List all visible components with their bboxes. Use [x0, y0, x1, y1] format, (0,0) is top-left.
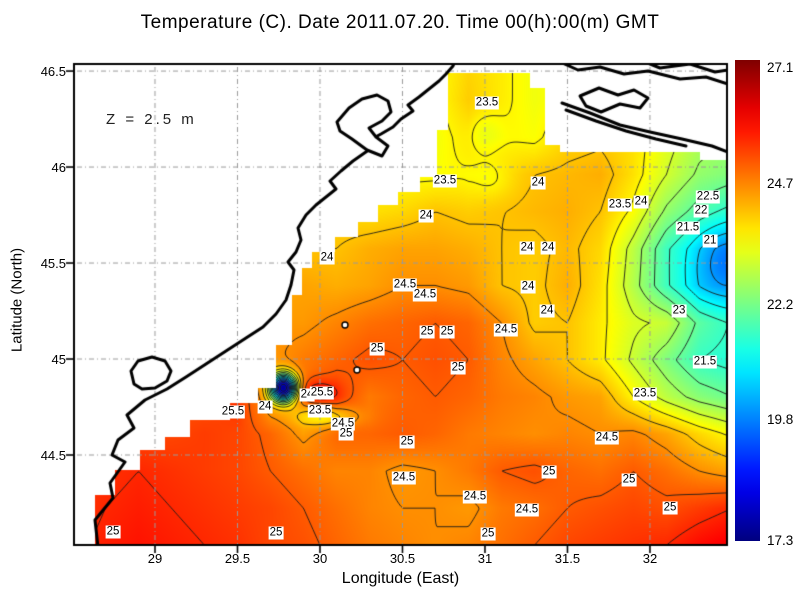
- colorbar-tick-label: 22.2: [767, 296, 794, 312]
- contour-label: 24: [530, 176, 546, 190]
- contour-label: 24: [418, 209, 434, 223]
- contour-label: 21.5: [692, 355, 718, 369]
- contour-label: 25.5: [309, 386, 335, 400]
- contour-label: 24: [539, 304, 555, 318]
- x-axis-tick-label: 30: [312, 551, 328, 566]
- contour-label: 25.5: [220, 405, 246, 419]
- contour-label: 25: [338, 427, 354, 441]
- contour-label: 24.5: [391, 471, 417, 485]
- contour-label: 23.5: [432, 174, 458, 188]
- contour-label: 23.5: [607, 198, 633, 212]
- x-axis-tick-label: 29.5: [224, 551, 251, 566]
- contour-label: 24.5: [412, 288, 438, 302]
- y-axis-tick-label: 46.5: [40, 64, 66, 80]
- contour-label: 25: [399, 435, 415, 449]
- x-axis-tick-label: 32: [642, 551, 658, 566]
- contour-label: 25: [541, 465, 557, 479]
- depth-label: Z = 2.5 m: [106, 111, 197, 128]
- y-axis-tick-label: 45: [51, 352, 66, 368]
- y-axis-tick-label: 46: [51, 160, 66, 176]
- x-axis-tick-label: 30.5: [389, 551, 416, 566]
- contour-label: 25: [268, 526, 284, 540]
- colorbar-tick-label: 24.7: [767, 175, 794, 191]
- contour-label: 24: [257, 400, 273, 414]
- contour-label: 24.5: [514, 503, 540, 517]
- colorbar-tick-label: 27.1: [767, 60, 794, 75]
- contour-label: 24.5: [462, 490, 488, 504]
- contour-label: 25: [662, 501, 678, 515]
- contour-label: 24: [540, 241, 556, 255]
- colorbar: [735, 60, 760, 541]
- contour-label: 22.5: [695, 190, 721, 204]
- contour-label: 24: [519, 241, 535, 255]
- x-axis-tick-label: 31: [477, 551, 493, 566]
- contour-label: 23.5: [474, 96, 500, 110]
- contour-label: 24: [520, 280, 536, 294]
- contour-label: 24.5: [594, 431, 620, 445]
- contour-label: 25: [105, 525, 121, 539]
- contour-label: 23.5: [632, 387, 658, 401]
- contour-label: 22: [693, 204, 709, 218]
- contour-label: 25: [480, 527, 496, 541]
- x-axis-tick-label: 31.5: [554, 551, 581, 566]
- contour-label: 21.5: [675, 221, 701, 235]
- contour-label: 24: [319, 251, 335, 265]
- contour-label: 23: [671, 304, 687, 318]
- contour-label: 24.5: [392, 278, 418, 292]
- contour-label: 25: [369, 342, 385, 356]
- contour-label: 25: [621, 473, 637, 487]
- colorbar-tick-label: 19.8: [767, 412, 794, 428]
- plot-title: Temperature (C). Date 2011.07.20. Time 0…: [140, 12, 660, 33]
- contour-label: 24.5: [493, 323, 519, 337]
- y-axis-tick-label: 45.5: [40, 256, 66, 272]
- contour-label: 25: [419, 325, 435, 339]
- contour-label: 23.5: [307, 404, 333, 418]
- contour-label: 25: [439, 325, 455, 339]
- x-axis-tick-label: 29: [147, 551, 163, 566]
- contour-label: 24.5: [330, 417, 356, 431]
- contour-label: 24: [633, 195, 649, 209]
- y-axis-tick-label: 44.5: [40, 448, 66, 463]
- colorbar-tick-label: 17.3: [767, 533, 794, 548]
- x-axis-label: Longitude (East): [341, 570, 460, 587]
- contour-label: 21: [702, 234, 718, 248]
- contour-label: 25: [450, 361, 466, 375]
